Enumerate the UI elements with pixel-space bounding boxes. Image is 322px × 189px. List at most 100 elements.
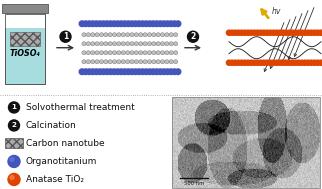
Ellipse shape (165, 33, 169, 37)
Circle shape (136, 69, 142, 74)
Bar (10, 32, 40, 46)
Ellipse shape (90, 42, 95, 46)
Circle shape (315, 30, 320, 35)
Circle shape (126, 69, 131, 74)
Circle shape (296, 60, 301, 65)
Text: Organotitanium: Organotitanium (26, 157, 97, 166)
Ellipse shape (147, 33, 152, 37)
Circle shape (143, 21, 149, 26)
Circle shape (290, 60, 295, 65)
Circle shape (136, 21, 142, 26)
Ellipse shape (99, 33, 104, 37)
Circle shape (133, 21, 138, 26)
Ellipse shape (174, 33, 178, 37)
Circle shape (157, 21, 163, 26)
Ellipse shape (156, 51, 160, 55)
Circle shape (242, 60, 248, 65)
Ellipse shape (99, 51, 104, 55)
Circle shape (147, 21, 152, 26)
Ellipse shape (112, 33, 117, 37)
Ellipse shape (147, 42, 152, 46)
Ellipse shape (160, 51, 165, 55)
Circle shape (280, 60, 286, 65)
Ellipse shape (134, 42, 138, 46)
Text: 1: 1 (12, 105, 16, 110)
Ellipse shape (134, 33, 138, 37)
Ellipse shape (86, 51, 90, 55)
Ellipse shape (147, 51, 152, 55)
Circle shape (168, 21, 174, 26)
Ellipse shape (108, 60, 112, 64)
Ellipse shape (82, 51, 86, 55)
Circle shape (97, 21, 103, 26)
Circle shape (93, 21, 99, 26)
Circle shape (97, 69, 103, 74)
Ellipse shape (82, 33, 86, 37)
Circle shape (10, 175, 14, 179)
Ellipse shape (126, 42, 130, 46)
Circle shape (268, 30, 273, 35)
Ellipse shape (156, 60, 160, 64)
Ellipse shape (112, 42, 117, 46)
Circle shape (264, 60, 270, 65)
Circle shape (154, 21, 159, 26)
Circle shape (283, 30, 289, 35)
Circle shape (258, 60, 263, 65)
Circle shape (118, 21, 124, 26)
Ellipse shape (126, 33, 130, 37)
Ellipse shape (86, 42, 90, 46)
Circle shape (303, 30, 308, 35)
Circle shape (8, 155, 20, 167)
Circle shape (161, 21, 166, 26)
Text: Carbon nanotube: Carbon nanotube (26, 139, 105, 148)
Ellipse shape (169, 51, 173, 55)
Circle shape (115, 69, 120, 74)
Ellipse shape (134, 51, 138, 55)
Circle shape (236, 30, 241, 35)
Circle shape (168, 69, 174, 74)
Bar (5, 14, 45, 84)
Ellipse shape (143, 42, 147, 46)
Ellipse shape (169, 42, 173, 46)
Circle shape (252, 60, 257, 65)
Circle shape (154, 69, 159, 74)
Circle shape (245, 60, 251, 65)
Circle shape (140, 21, 145, 26)
Ellipse shape (169, 33, 173, 37)
Ellipse shape (165, 60, 169, 64)
Circle shape (118, 69, 124, 74)
Circle shape (100, 69, 106, 74)
Circle shape (293, 60, 298, 65)
Ellipse shape (139, 51, 143, 55)
Circle shape (108, 21, 113, 26)
Circle shape (299, 30, 305, 35)
Circle shape (86, 21, 92, 26)
Ellipse shape (139, 33, 143, 37)
Circle shape (274, 60, 279, 65)
Ellipse shape (143, 33, 147, 37)
Circle shape (309, 30, 314, 35)
Ellipse shape (152, 42, 156, 46)
Ellipse shape (134, 60, 138, 64)
Circle shape (172, 21, 177, 26)
Ellipse shape (174, 42, 178, 46)
Circle shape (315, 60, 320, 65)
Ellipse shape (156, 33, 160, 37)
Circle shape (258, 30, 263, 35)
Ellipse shape (95, 51, 99, 55)
Circle shape (226, 60, 232, 65)
Ellipse shape (95, 60, 99, 64)
Ellipse shape (152, 60, 156, 64)
Circle shape (271, 30, 276, 35)
Ellipse shape (169, 60, 173, 64)
Circle shape (271, 60, 276, 65)
Circle shape (293, 30, 298, 35)
Circle shape (233, 60, 238, 65)
Ellipse shape (152, 51, 156, 55)
Ellipse shape (117, 33, 121, 37)
Bar (172, 98, 320, 188)
Ellipse shape (174, 51, 178, 55)
Ellipse shape (95, 42, 99, 46)
Ellipse shape (174, 60, 178, 64)
Circle shape (100, 21, 106, 26)
